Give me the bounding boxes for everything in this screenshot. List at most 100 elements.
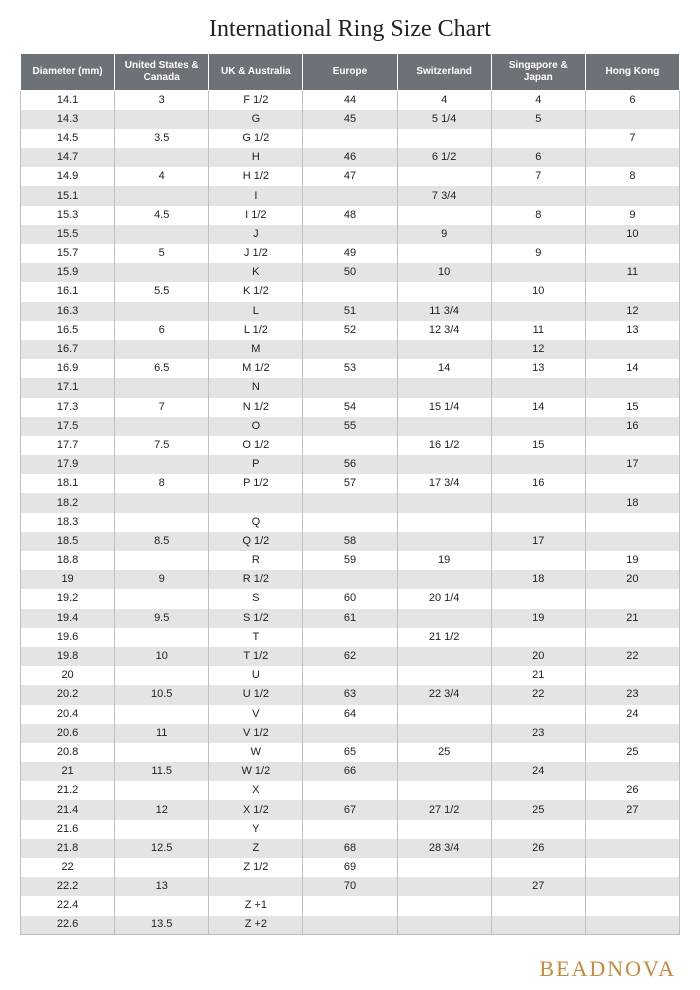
table-cell: 18 bbox=[585, 493, 679, 512]
table-cell bbox=[397, 877, 491, 896]
table-cell: 3.5 bbox=[115, 129, 209, 148]
table-cell: 12.5 bbox=[115, 839, 209, 858]
table-cell bbox=[115, 455, 209, 474]
table-cell: 4 bbox=[115, 167, 209, 186]
table-cell: 24 bbox=[491, 762, 585, 781]
table-cell: 19 bbox=[491, 609, 585, 628]
table-cell: Z bbox=[209, 839, 303, 858]
table-cell bbox=[397, 896, 491, 915]
table-cell: P 1/2 bbox=[209, 474, 303, 493]
table-cell: 6 bbox=[491, 148, 585, 167]
table-row: 21.6Y bbox=[21, 820, 680, 839]
table-cell: 66 bbox=[303, 762, 397, 781]
table-cell: 19 bbox=[397, 551, 491, 570]
table-cell: N bbox=[209, 378, 303, 397]
table-cell: 6 1/2 bbox=[397, 148, 491, 167]
table-cell: I 1/2 bbox=[209, 206, 303, 225]
table-cell: 7 3/4 bbox=[397, 186, 491, 205]
table-cell: 22.2 bbox=[21, 877, 115, 896]
table-cell: S bbox=[209, 589, 303, 608]
table-cell: 18.5 bbox=[21, 532, 115, 551]
table-cell: 20 bbox=[491, 647, 585, 666]
table-cell bbox=[585, 148, 679, 167]
table-cell: G bbox=[209, 110, 303, 129]
table-cell: 25 bbox=[585, 743, 679, 762]
table-cell bbox=[115, 263, 209, 282]
table-cell bbox=[397, 417, 491, 436]
table-cell: Y bbox=[209, 820, 303, 839]
table-cell bbox=[115, 148, 209, 167]
table-cell: 19 bbox=[21, 570, 115, 589]
table-cell bbox=[303, 628, 397, 647]
table-cell bbox=[491, 916, 585, 935]
table-cell bbox=[397, 455, 491, 474]
column-header: Singapore & Japan bbox=[491, 54, 585, 91]
table-row: 20.210.5U 1/26322 3/42223 bbox=[21, 685, 680, 704]
table-cell bbox=[303, 129, 397, 148]
table-cell bbox=[303, 570, 397, 589]
table-cell bbox=[491, 705, 585, 724]
table-row: 22.613.5Z +2 bbox=[21, 916, 680, 935]
table-cell: 14.7 bbox=[21, 148, 115, 167]
table-cell: 13 bbox=[585, 321, 679, 340]
table-cell: 18 bbox=[491, 570, 585, 589]
table-cell bbox=[585, 436, 679, 455]
table-cell bbox=[397, 167, 491, 186]
table-cell: 14.5 bbox=[21, 129, 115, 148]
table-cell bbox=[397, 916, 491, 935]
table-cell bbox=[115, 417, 209, 436]
table-cell: 3 bbox=[115, 91, 209, 110]
table-row: 18.3Q bbox=[21, 513, 680, 532]
table-cell bbox=[397, 762, 491, 781]
table-cell: 14 bbox=[397, 359, 491, 378]
table-cell: 4 bbox=[397, 91, 491, 110]
table-cell bbox=[397, 724, 491, 743]
table-cell: R bbox=[209, 551, 303, 570]
table-cell: 13.5 bbox=[115, 916, 209, 935]
table-body: 14.13F 1/24444614.3G455 1/4514.53.5G 1/2… bbox=[21, 91, 680, 935]
brand-watermark: BEADNOVA bbox=[539, 956, 676, 982]
table-cell: 49 bbox=[303, 244, 397, 263]
table-cell: 15 bbox=[585, 398, 679, 417]
table-cell: 23 bbox=[491, 724, 585, 743]
table-cell: 13 bbox=[115, 877, 209, 896]
table-cell: H 1/2 bbox=[209, 167, 303, 186]
table-cell bbox=[585, 724, 679, 743]
table-cell bbox=[115, 302, 209, 321]
table-cell bbox=[115, 781, 209, 800]
table-cell: 18.8 bbox=[21, 551, 115, 570]
table-cell: 17.1 bbox=[21, 378, 115, 397]
table-cell bbox=[303, 820, 397, 839]
table-cell: 16.9 bbox=[21, 359, 115, 378]
table-row: 19.49.5S 1/2611921 bbox=[21, 609, 680, 628]
table-cell: 19.6 bbox=[21, 628, 115, 647]
table-cell: 15.1 bbox=[21, 186, 115, 205]
table-cell: 8 bbox=[115, 474, 209, 493]
table-row: 18.58.5Q 1/25817 bbox=[21, 532, 680, 551]
table-cell: T 1/2 bbox=[209, 647, 303, 666]
table-cell: T bbox=[209, 628, 303, 647]
table-cell: 22 3/4 bbox=[397, 685, 491, 704]
table-cell bbox=[491, 551, 585, 570]
table-cell bbox=[491, 628, 585, 647]
table-cell bbox=[585, 858, 679, 877]
table-cell bbox=[115, 589, 209, 608]
table-cell: G 1/2 bbox=[209, 129, 303, 148]
table-cell bbox=[303, 666, 397, 685]
table-cell bbox=[585, 762, 679, 781]
table-cell: 69 bbox=[303, 858, 397, 877]
table-cell: 7.5 bbox=[115, 436, 209, 455]
table-cell: 23 bbox=[585, 685, 679, 704]
table-cell: 22 bbox=[491, 685, 585, 704]
table-cell bbox=[397, 570, 491, 589]
table-cell bbox=[585, 628, 679, 647]
table-cell: 52 bbox=[303, 321, 397, 340]
table-cell bbox=[491, 493, 585, 512]
table-cell: 17 bbox=[585, 455, 679, 474]
table-cell: 11.5 bbox=[115, 762, 209, 781]
table-cell: 57 bbox=[303, 474, 397, 493]
table-cell bbox=[303, 513, 397, 532]
table-row: 21.2X26 bbox=[21, 781, 680, 800]
table-cell: 51 bbox=[303, 302, 397, 321]
table-cell: 12 bbox=[115, 800, 209, 819]
